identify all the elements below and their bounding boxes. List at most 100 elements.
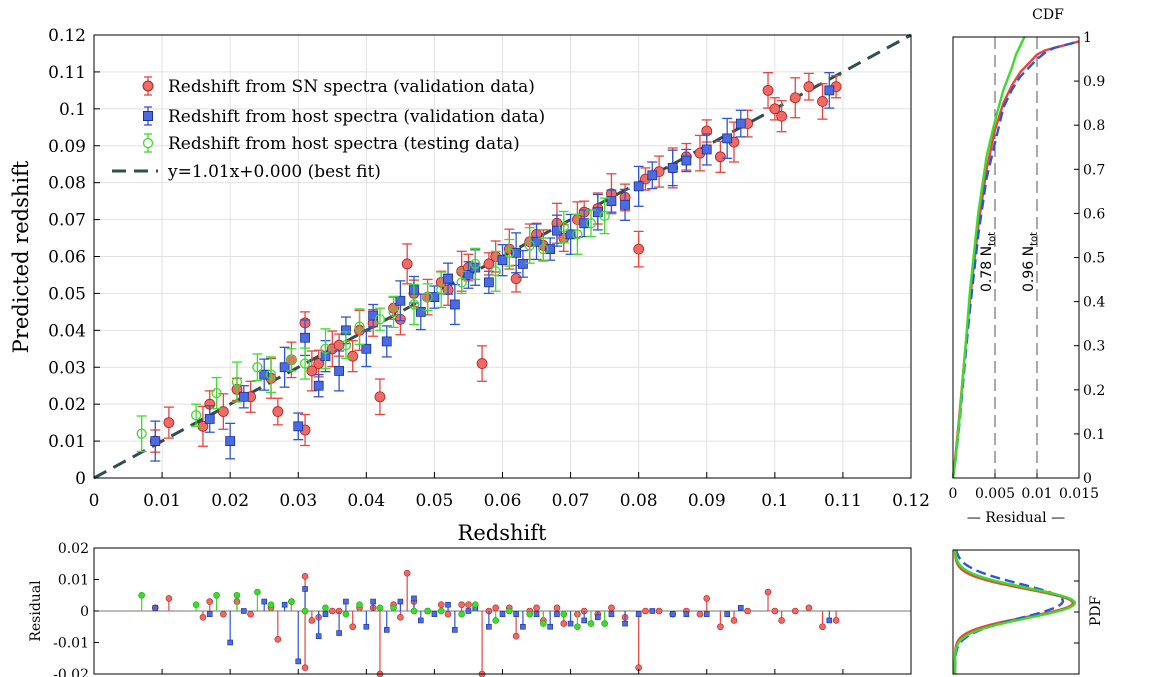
residual-marker — [832, 617, 840, 624]
legend-marker — [142, 137, 154, 149]
residual-marker — [526, 610, 534, 618]
data-point — [299, 347, 311, 380]
residual-marker — [458, 610, 465, 618]
marker-circle — [483, 258, 495, 270]
cdf-y-tick-label: 0.1 — [1083, 427, 1105, 443]
residual-marker — [199, 613, 207, 621]
residual-point — [301, 607, 309, 615]
data-point — [789, 77, 801, 119]
data-point — [633, 165, 644, 207]
residual-point — [622, 611, 628, 627]
marker-square — [381, 336, 392, 347]
x-tick-label: 0.07 — [552, 491, 590, 511]
data-point — [470, 247, 481, 281]
residual-point — [730, 611, 738, 624]
cdf-curve — [951, 36, 1026, 479]
marker-open-circle — [265, 369, 277, 380]
residual-marker — [370, 598, 376, 605]
data-point — [824, 72, 835, 109]
data-point — [667, 149, 678, 187]
marker-square — [449, 299, 460, 310]
marker-square — [647, 170, 658, 181]
residual-y-tick-label: 0.01 — [58, 573, 89, 589]
data-point — [279, 346, 290, 388]
residual-y-label: Residual — [28, 580, 44, 642]
residual-point — [581, 611, 588, 624]
residual-point — [397, 611, 404, 621]
data-point — [231, 361, 243, 403]
residual-marker — [486, 623, 492, 630]
y-tick-label: 0.12 — [48, 26, 86, 46]
cdf-y-tick-label: 0 — [1083, 471, 1092, 487]
cdf-y-tick-label: 0.8 — [1083, 118, 1105, 134]
residual-y-tick-label: 0 — [80, 604, 89, 620]
residual-marker — [512, 632, 520, 640]
marker-open-circle — [572, 229, 583, 240]
residual-marker — [328, 607, 336, 615]
x-tick-label: 0.06 — [484, 491, 522, 511]
marker-circle — [374, 391, 386, 403]
marker-open-circle — [408, 299, 420, 310]
residual-point — [370, 598, 376, 611]
marker-square — [497, 255, 508, 266]
residual-point — [206, 611, 213, 617]
residual-point — [240, 608, 247, 614]
data-point — [293, 412, 304, 441]
residual-point — [465, 608, 472, 614]
marker-circle — [789, 92, 801, 104]
data-point — [313, 373, 324, 398]
data-point — [735, 109, 746, 138]
marker-square — [150, 436, 161, 446]
data-point — [511, 232, 522, 274]
marker-square — [395, 295, 406, 306]
marker-open-circle — [490, 266, 501, 277]
marker-open-circle — [286, 354, 297, 366]
legend-marker — [143, 111, 153, 121]
residual-marker — [771, 607, 779, 615]
data-point — [551, 214, 562, 247]
legend-label: Redshift from host spectra (testing data… — [168, 134, 520, 154]
residual-marker — [737, 605, 744, 611]
main-x-label: Redshift — [458, 521, 547, 545]
residual-marker — [465, 601, 472, 609]
marker-square — [368, 310, 379, 321]
data-point — [306, 350, 318, 392]
residual-point — [328, 607, 336, 615]
residual-point — [744, 607, 751, 615]
residual-point — [376, 611, 384, 677]
residual-marker — [465, 608, 472, 614]
residual-point — [703, 611, 710, 617]
residual-marker — [554, 611, 560, 617]
residual-marker — [301, 607, 309, 615]
marker-square — [633, 181, 644, 192]
residual-point — [261, 598, 268, 611]
cdf-y-tick-label: 0.7 — [1083, 162, 1105, 178]
residual-marker — [363, 623, 370, 630]
residual-point — [506, 607, 513, 615]
data-point — [150, 420, 161, 462]
marker-open-circle — [470, 258, 481, 270]
residual-point — [649, 608, 656, 614]
data-point — [190, 403, 202, 427]
marker-circle — [476, 358, 488, 369]
marker-square — [361, 343, 372, 354]
residual-point — [267, 601, 275, 611]
residual-point — [288, 598, 295, 611]
marker-square — [824, 85, 835, 96]
data-point — [320, 328, 331, 370]
residual-point — [437, 607, 445, 615]
marker-open-circle — [211, 387, 222, 399]
residual-point — [152, 605, 159, 611]
y-tick-label: 0.1 — [59, 100, 86, 120]
y-tick-label: 0.06 — [48, 248, 86, 268]
residual-point — [608, 604, 615, 612]
residual-points — [94, 569, 911, 677]
main-y-ticks: 0 0.01 0.02 0.03 0.04 0.05 0.06 0.07 0.08 0.09 0.1… — [48, 26, 100, 489]
residual-marker — [274, 636, 282, 643]
residual-marker — [308, 617, 316, 624]
marker-circle — [803, 81, 815, 93]
marker-open-circle — [299, 358, 311, 369]
residual-point — [832, 611, 840, 624]
cdf-y-tick-label: 1 — [1083, 30, 1092, 46]
y-tick-label: 0.07 — [48, 211, 86, 231]
